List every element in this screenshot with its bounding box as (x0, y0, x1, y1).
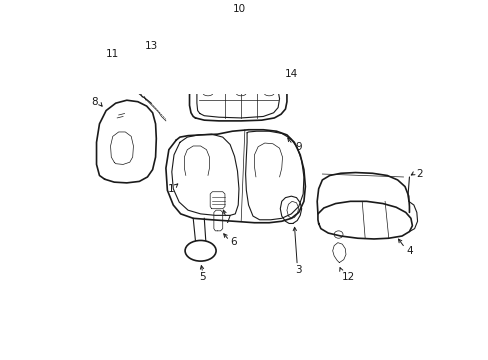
Text: 1: 1 (167, 184, 174, 194)
Text: 12: 12 (341, 273, 354, 282)
Text: 3: 3 (295, 265, 302, 275)
Text: 8: 8 (92, 97, 98, 107)
Text: 11: 11 (105, 49, 119, 59)
Text: 13: 13 (144, 41, 158, 51)
Text: 2: 2 (416, 169, 422, 179)
Text: 5: 5 (199, 273, 206, 282)
Text: 10: 10 (233, 4, 246, 14)
Text: 7: 7 (224, 215, 231, 225)
Text: 14: 14 (284, 69, 297, 78)
Text: 6: 6 (230, 237, 237, 247)
Text: 4: 4 (406, 246, 412, 256)
Text: 9: 9 (295, 143, 302, 152)
